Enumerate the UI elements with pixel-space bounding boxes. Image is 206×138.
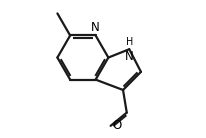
Text: N: N: [91, 21, 100, 34]
Text: O: O: [112, 119, 122, 132]
Text: H: H: [126, 37, 133, 47]
Text: N: N: [125, 50, 134, 63]
